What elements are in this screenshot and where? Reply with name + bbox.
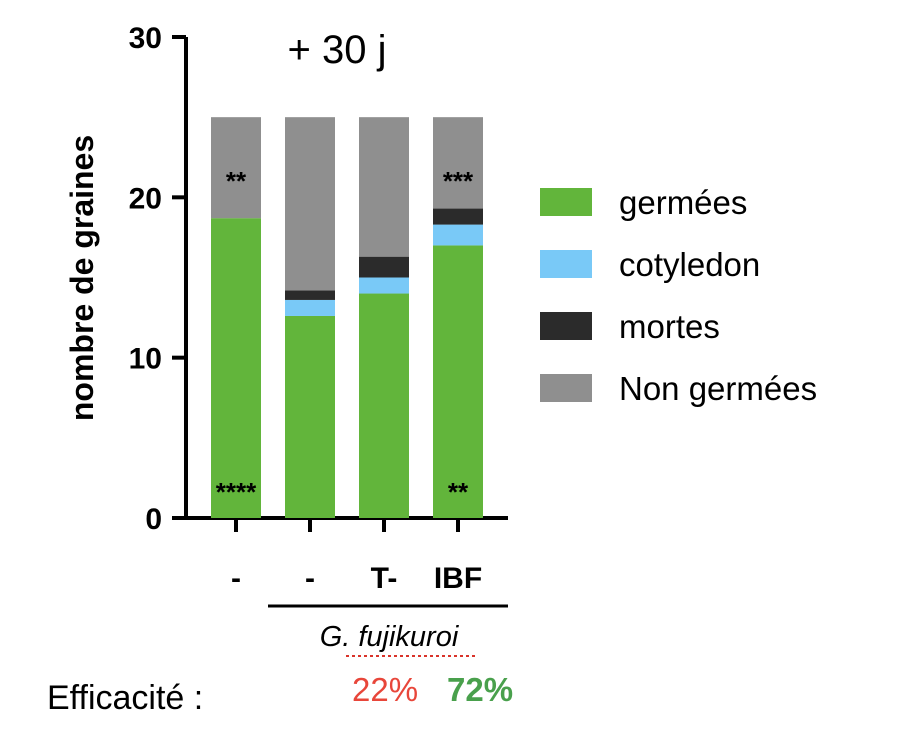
bar-segment-cotyledon — [433, 224, 483, 246]
chart-title: + 30 j — [288, 28, 387, 72]
category-label: - — [305, 562, 315, 595]
bar-segment-germees — [285, 315, 335, 518]
bar-segment-mortes — [433, 208, 483, 225]
category-label: T- — [371, 562, 398, 595]
y-tick-label: 0 — [145, 503, 162, 536]
legend-label-mortes: mortes — [619, 308, 720, 345]
bars — [211, 117, 483, 518]
efficacite-value-low: 22% — [352, 671, 418, 708]
category-label: IBF — [434, 562, 482, 595]
bar-segment-germees — [359, 293, 409, 518]
efficacite-label: Efficacité : — [47, 679, 203, 717]
significance-bottom: **** — [216, 477, 257, 507]
significance-bottom: ** — [448, 477, 469, 507]
bar-segment-non_germees — [433, 117, 483, 209]
legend-label-non_germees: Non germées — [619, 370, 817, 407]
bar-segment-mortes — [359, 256, 409, 278]
significance-top: *** — [443, 166, 474, 196]
category-label: - — [231, 562, 241, 595]
legend-swatch-mortes — [540, 312, 592, 340]
y-tick-label: 10 — [129, 343, 162, 376]
legend-label-cotyledon: cotyledon — [619, 246, 760, 283]
x-ticks: - - T- IBF — [231, 518, 482, 595]
bar-segment-mortes — [285, 290, 335, 300]
bar-segment-cotyledon — [359, 277, 409, 294]
bar-segment-germees — [433, 245, 483, 518]
bar-segment-cotyledon — [285, 299, 335, 316]
y-axis-title: nombre de graines — [64, 135, 100, 421]
group-label: G. fujikuroi — [320, 621, 460, 653]
y-tick-label: 30 — [129, 22, 162, 55]
bar-segment-non_germees — [359, 117, 409, 257]
legend-swatch-cotyledon — [540, 250, 592, 278]
legend-swatch-germees — [540, 188, 592, 216]
legend-swatch-non_germees — [540, 374, 592, 402]
significance-top: ** — [226, 166, 247, 196]
bar-segment-germees — [211, 218, 261, 518]
legend-label-germees: germées — [619, 184, 747, 221]
efficacite-value-high: 72% — [447, 671, 513, 708]
y-ticks: 0 10 20 30 — [129, 22, 186, 536]
legend: germées cotyledon mortes Non germées — [540, 184, 817, 407]
bar-segment-non_germees — [211, 117, 261, 219]
y-tick-label: 20 — [129, 182, 162, 215]
significance-annotations: *********** — [216, 166, 474, 507]
bar-segment-non_germees — [285, 117, 335, 291]
